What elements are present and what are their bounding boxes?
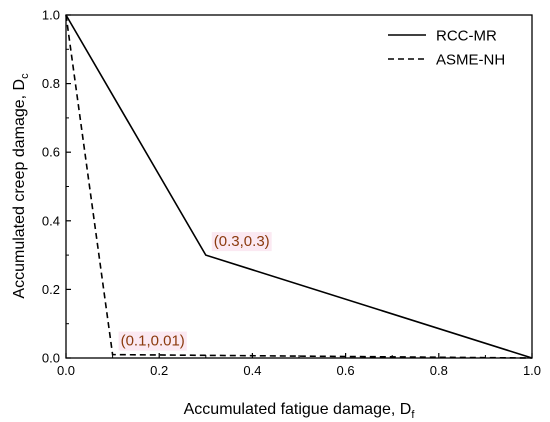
annotation-highlight-0 xyxy=(211,232,272,252)
y-axis-title-text: Accumulated creep damage, D xyxy=(11,79,28,299)
x-axis-title-text: Accumulated fatigue damage, D xyxy=(184,401,412,418)
y-tick-label-2: 0.4 xyxy=(42,213,60,228)
annotation-label-1: (0.1,0.01) xyxy=(121,333,185,350)
x-tick-label-2: 0.4 xyxy=(243,363,261,378)
annotations-layer: (0.3,0.3) (0.1,0.01) xyxy=(121,233,270,349)
x-tick-label-3: 0.6 xyxy=(337,363,355,378)
y-tick-label-1: 0.2 xyxy=(42,282,60,297)
series-line-asme-nh xyxy=(65,14,533,359)
y-tick-label-4: 0.8 xyxy=(42,76,60,91)
legend: RCC-MR ASME-NH xyxy=(388,28,505,69)
x-tick-label-0: 0.0 xyxy=(57,363,75,378)
series-layer xyxy=(65,14,533,359)
y-axis-title: Accumulated creep damage, Dc xyxy=(11,73,31,299)
y-tick-label-0: 0.0 xyxy=(42,351,60,366)
annotation-label-0: (0.3,0.3) xyxy=(214,233,270,250)
series-line-rcc-mr xyxy=(65,14,533,359)
annotation-highlight-1 xyxy=(118,331,187,351)
x-axis-title-subscript: f xyxy=(411,409,415,421)
y-tick-label-5: 1.0 xyxy=(42,8,60,23)
x-tick-label-5: 1.0 xyxy=(523,363,541,378)
y-tick-label-3: 0.6 xyxy=(42,145,60,160)
x-axis-title: Accumulated fatigue damage, Df xyxy=(184,401,416,421)
x-tick-label-4: 0.8 xyxy=(430,363,448,378)
y-axis-title-subscript: c xyxy=(19,73,31,79)
x-tick-label-1: 0.2 xyxy=(150,363,168,378)
annotation-background-layer xyxy=(118,232,272,351)
legend-label-asme-nh: ASME-NH xyxy=(436,52,505,69)
legend-label-rcc-mr: RCC-MR xyxy=(436,28,497,45)
